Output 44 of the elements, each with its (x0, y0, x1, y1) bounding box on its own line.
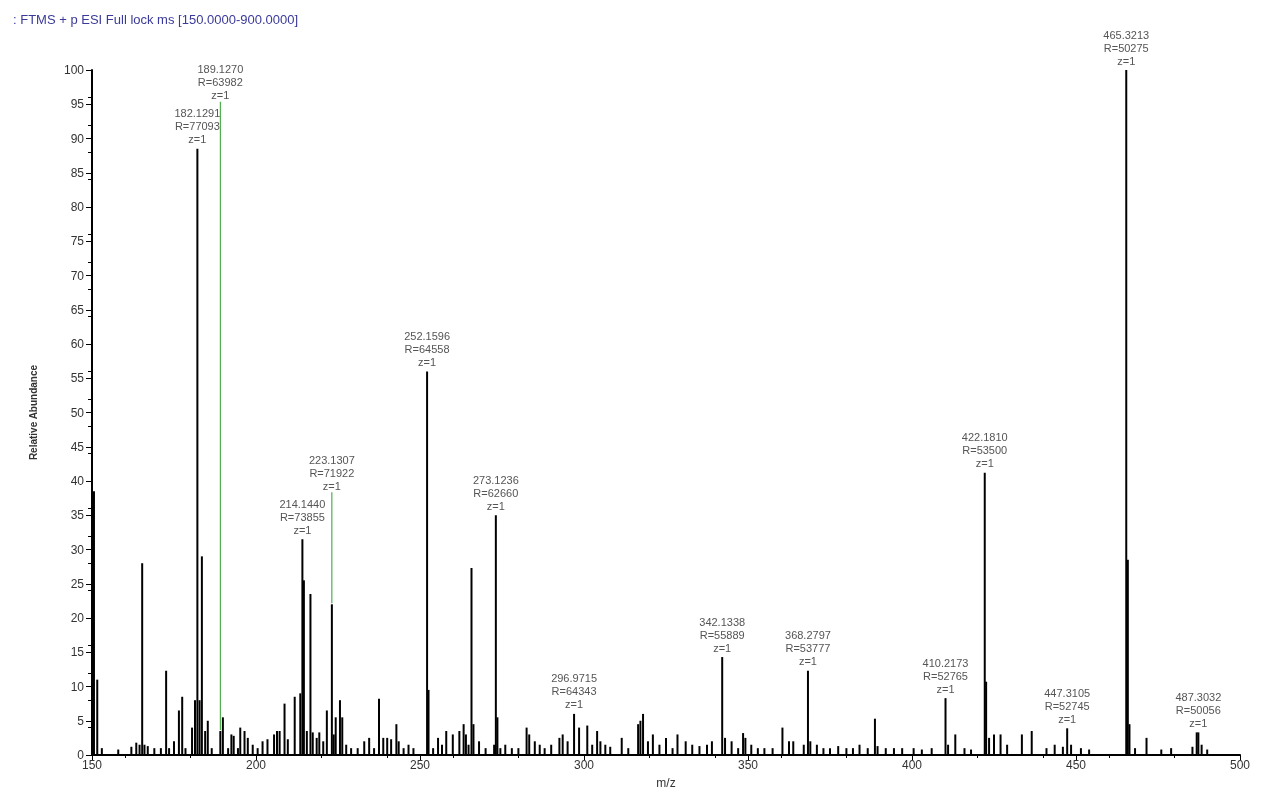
x-tick-label: 200 (245, 758, 267, 772)
annotation: 422.1810 R=53500 z=1 (961, 431, 1008, 470)
chart-title: : FTMS + p ESI Full lock ms [150.0000-900.0000] (13, 12, 299, 27)
y-tick-label: 40 (70, 474, 85, 488)
y-tick-label: 45 (70, 439, 85, 454)
y-tick-label: 55 (70, 371, 85, 386)
y-tick-label: 75 (70, 234, 85, 249)
y-tick-label: 60 (70, 337, 85, 351)
x-tick-label: 300 (573, 758, 595, 772)
y-tick-label: 65 (70, 302, 85, 317)
annotation: 214.1440 R=73855 z=1 (279, 497, 326, 536)
annotation: 182.1291 R=77093 z=1 (174, 107, 221, 146)
x-axis-title: m/z (656, 776, 676, 790)
x-tick-label: 500 (1229, 758, 1251, 772)
annotation: 342.1338 R=55889 z=1 (699, 615, 746, 654)
y-tick-label: 50 (70, 405, 85, 420)
y-tick-label: 10 (70, 679, 85, 694)
y-tick-label: 35 (70, 508, 85, 523)
annotation: 296.9715 R=64343 z=1 (551, 672, 598, 711)
y-tick-label: 95 (70, 97, 85, 112)
x-tick-label: 450 (1065, 758, 1087, 772)
annotation: 189.1270 R=63982 z=1 (197, 63, 244, 102)
y-tick-label: 25 (70, 576, 85, 591)
y-tick-label: 5 (77, 713, 85, 728)
x-tick-label: 400 (901, 758, 923, 772)
y-tick-label: 100 (63, 63, 85, 77)
y-tick-label: 85 (70, 165, 85, 180)
annotation: 447.3105 R=52745 z=1 (1044, 686, 1091, 725)
annotation: 368.2797 R=53777 z=1 (785, 629, 831, 668)
y-tick-label: 90 (70, 131, 85, 146)
y-tick-label: 30 (70, 542, 85, 557)
y-tick-label: 20 (70, 611, 85, 625)
annotation: 465.3213 R=50275 z=1 (1103, 28, 1150, 67)
y-tick-label: 70 (70, 268, 85, 283)
y-tick-label: 80 (70, 200, 85, 214)
annotation: 252.1596 R=64558 z=1 (404, 329, 451, 368)
y-axis-title: Relative Abundance (27, 364, 39, 461)
annotation: 223.1307 R=71922 z=1 (308, 453, 355, 492)
x-tick-label: 250 (409, 758, 431, 772)
annotation: 487.3032 R=50056 z=1 (1175, 690, 1222, 729)
y-tick-label: 15 (70, 645, 85, 660)
x-tick-label: 350 (737, 758, 759, 772)
annotation: 410.2173 R=52765 z=1 (922, 656, 969, 695)
annotation: 273.1236 R=62660 z=1 (472, 473, 519, 512)
